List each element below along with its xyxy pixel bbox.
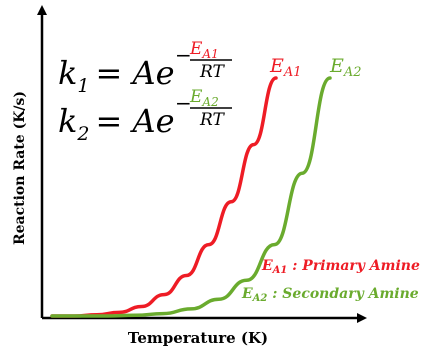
legend-primary-amine: EA1 : Primary Amine [261, 258, 420, 276]
eq2-rhs: = Ae [95, 102, 174, 140]
eq1-exp-num-sub: A1 [201, 47, 218, 61]
eq2-exp-num: E [189, 87, 203, 107]
eq1-lhs: k [58, 54, 77, 92]
eq1-lhs-sub: 1 [77, 75, 89, 97]
series-line-ea2 [50, 76, 332, 318]
eq2-exp-den: RT [199, 110, 226, 130]
svg-text:EA1: EA1 [189, 39, 219, 61]
y-axis-title: Reaction Rate (K/s) [12, 91, 28, 245]
eq2-exp-num-sub: A2 [201, 95, 218, 109]
eq1-exp-sign: − [175, 43, 192, 67]
eq2-exp-sign: − [175, 91, 192, 115]
eq1-exp-num: E [189, 39, 203, 59]
svg-text:EA2: EA2 [189, 87, 219, 109]
series-group [50, 76, 332, 318]
curve-label-ea1: EA1 [269, 55, 302, 80]
eq2-lhs: k [58, 102, 77, 140]
eq1-exp-den: RT [199, 62, 226, 82]
equation-k1: k1 = Ae − EA1 RT [58, 39, 232, 97]
legend-secondary-amine: EA2 : Secondary Amine [241, 286, 419, 304]
svg-text:k2= Ae: k2 = Ae [58, 102, 175, 145]
x-axis-title: Temperature (K) [128, 329, 268, 347]
eq2-lhs-sub: 2 [76, 123, 89, 145]
curve-label-ea2: EA2 [329, 55, 362, 80]
svg-text:k1= Ae: k1 = Ae [58, 54, 175, 97]
eq1-rhs: = Ae [95, 54, 174, 92]
equation-k2: k2 = Ae − EA2 RT [58, 87, 232, 145]
